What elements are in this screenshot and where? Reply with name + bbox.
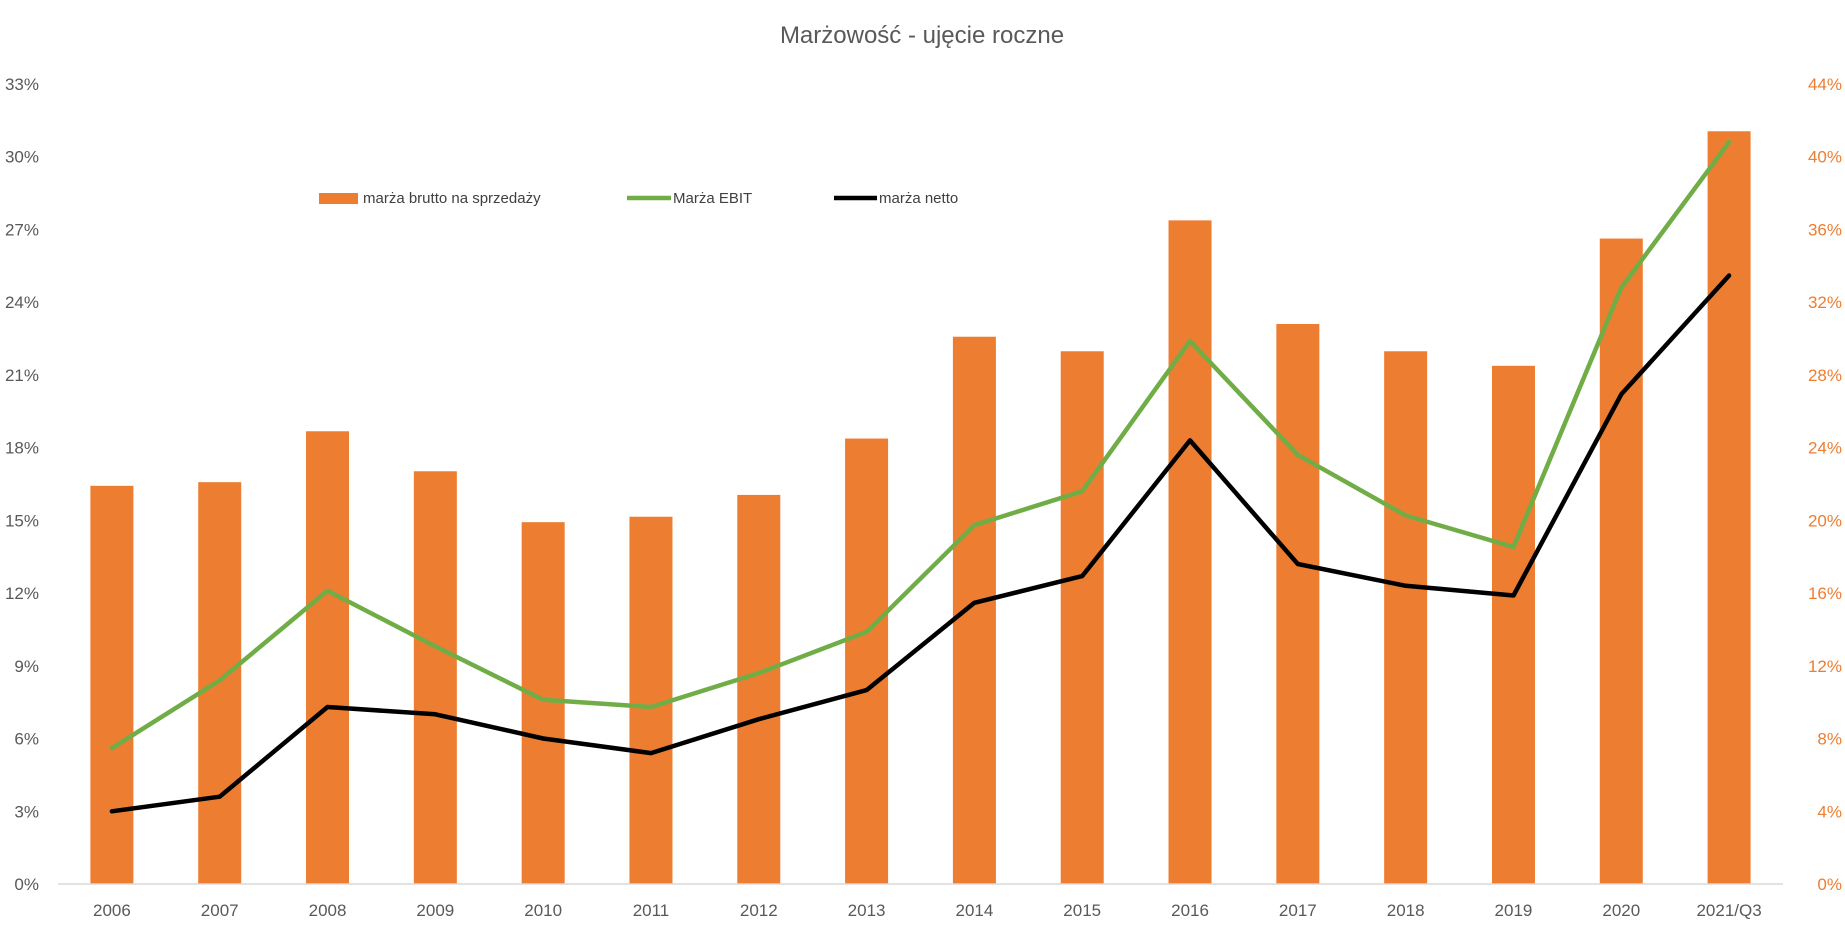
x-tick-label: 2011 [633,901,670,920]
bar [1060,351,1104,885]
bar [1599,238,1643,884]
bar [1384,351,1428,885]
line-series [109,139,1732,814]
right-tick-label: 44% [1808,75,1842,94]
x-tick-label: 2015 [1063,901,1101,920]
bar [1168,220,1212,884]
bar [1707,131,1751,885]
bar [737,494,781,884]
x-tick-label: 2017 [1279,901,1317,920]
bar [90,485,134,884]
series-line [109,139,1732,751]
left-tick-label: 33% [5,75,39,94]
x-tick-label: 2014 [955,901,993,920]
right-tick-label: 24% [1808,439,1842,458]
series-line [109,273,1732,814]
legend: marża brutto na sprzedaży Marża EBIT mar… [319,190,958,207]
x-tick-label: 2009 [416,901,454,920]
right-tick-label: 16% [1808,584,1842,603]
legend-label-brutto: marża brutto na sprzedaży [363,190,541,207]
left-tick-label: 6% [14,730,39,749]
right-tick-label: 28% [1808,366,1842,385]
x-tick-label: 2010 [524,901,562,920]
left-tick-label: 30% [5,148,39,167]
x-tick-label: 2006 [93,901,131,920]
x-tick-label: 2016 [1171,901,1209,920]
bar [1491,365,1535,884]
bar [521,522,565,884]
right-tick-label: 4% [1817,802,1842,821]
bar [845,438,889,884]
x-tick-label: 2019 [1495,901,1533,920]
legend-label-ebit: Marża EBIT [673,190,752,207]
left-tick-label: 3% [14,802,39,821]
right-tick-label: 36% [1808,220,1842,239]
chart-title: Marżowość - ujęcie roczne [780,22,1064,49]
x-tick-label: 2021/Q3 [1696,901,1761,920]
bar [306,431,350,884]
right-tick-label: 8% [1817,730,1842,749]
left-axis: 0% 3% 6% 9% 12% 15% 18% 21% 24% 27% 30% 33% [5,75,39,894]
bar [1276,324,1320,884]
legend-label-netto: marża netto [879,190,958,207]
x-tick-label: 2012 [740,901,778,920]
right-tick-label: 0% [1817,875,1842,894]
x-tick-label: 2013 [848,901,886,920]
left-tick-label: 0% [14,875,39,894]
left-tick-label: 21% [5,366,39,385]
left-tick-label: 12% [5,584,39,603]
left-tick-label: 27% [5,220,39,239]
left-tick-label: 24% [5,293,39,312]
right-tick-label: 20% [1808,511,1842,530]
right-tick-label: 40% [1808,148,1842,167]
left-tick-label: 15% [5,511,39,530]
right-axis: 0% 4% 8% 12% 16% 20% 24% 28% 32% 36% 40% 44% [1808,75,1842,894]
left-tick-label: 18% [5,439,39,458]
left-tick-label: 9% [14,657,39,676]
x-tick-label: 2008 [309,901,347,920]
right-tick-label: 12% [1808,657,1842,676]
legend-swatch-brutto [319,193,358,204]
bar [952,336,996,884]
x-tick-label: 2018 [1387,901,1425,920]
right-tick-label: 32% [1808,293,1842,312]
bar-series [90,131,1751,885]
bar [413,471,457,884]
bar [198,482,242,884]
x-tick-label: 2020 [1602,901,1640,920]
x-axis: 2006 2007 2008 2009 2010 2011 2012 2013 2014 2015… [93,901,1762,920]
x-tick-label: 2007 [201,901,239,920]
